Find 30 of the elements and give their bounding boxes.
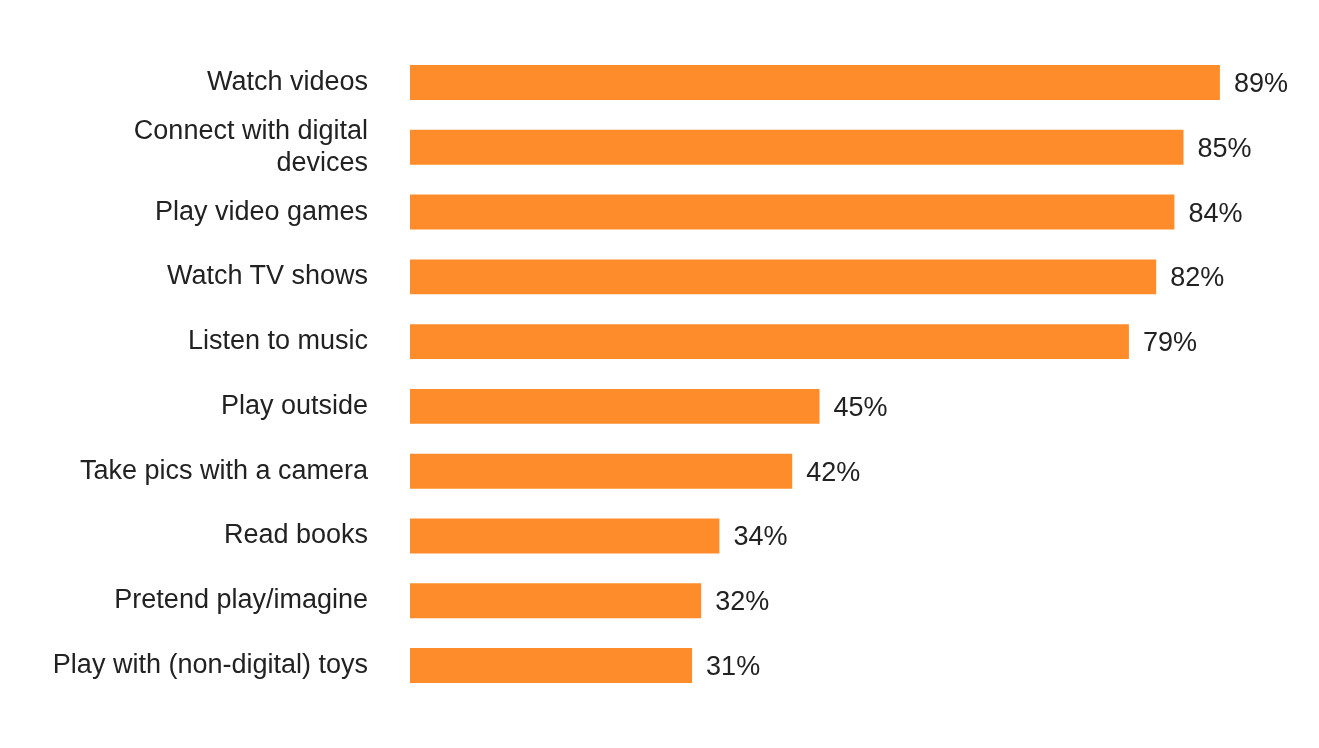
- y-tick-label: Listen to music: [187, 325, 368, 356]
- bar: [410, 324, 1129, 360]
- y-tick-label: Pretend play/imagine: [114, 584, 368, 615]
- y-tick-label: Connect with digital devices: [133, 114, 368, 177]
- bar: [410, 647, 693, 683]
- y-tick-label: Play with (non-digital) toys: [52, 648, 368, 679]
- data-label: 85%: [1197, 132, 1252, 163]
- y-tick-label: Take pics with a camera: [79, 454, 369, 485]
- bar: [410, 518, 720, 554]
- bar: [410, 453, 793, 489]
- data-label: 45%: [833, 391, 888, 422]
- bar: [410, 583, 702, 619]
- y-tick-label: Play video games: [154, 195, 368, 226]
- bar: [410, 388, 820, 424]
- data-label: 84%: [1188, 197, 1243, 228]
- bar: [410, 65, 1220, 101]
- y-tick-label: Play outside: [220, 389, 368, 420]
- data-label: 89%: [1233, 68, 1288, 99]
- y-tick-label: Watch videos: [206, 66, 368, 97]
- data-label: 82%: [1170, 262, 1225, 293]
- y-tick-label: Watch TV shows: [166, 260, 368, 291]
- bar: [410, 259, 1157, 295]
- data-label: 42%: [806, 456, 861, 487]
- bar: [410, 129, 1184, 165]
- data-label: 31%: [706, 650, 761, 681]
- data-label: 34%: [733, 521, 788, 552]
- y-tick-label: Read books: [223, 519, 368, 550]
- data-label: 79%: [1142, 327, 1197, 358]
- bar: [410, 194, 1175, 230]
- data-label: 32%: [715, 586, 770, 617]
